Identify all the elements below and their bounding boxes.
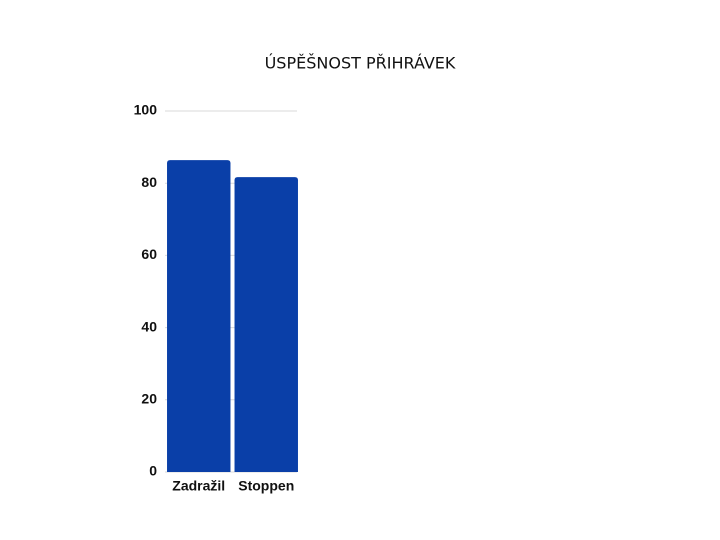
y-tick-label: 40 — [141, 318, 157, 334]
y-tick-label: 100 — [134, 102, 158, 118]
chart-title: ÚSPĚŠNOST PŘIHRÁVEK — [265, 54, 456, 73]
x-tick-label: Stoppen — [238, 478, 294, 494]
y-tick-label: 80 — [141, 174, 157, 190]
y-tick-label: 20 — [141, 391, 157, 407]
bar — [234, 177, 298, 473]
x-tick-label: Zadražil — [172, 478, 225, 494]
bar — [167, 160, 231, 472]
y-tick-label: 60 — [141, 246, 157, 262]
y-tick-label: 0 — [149, 463, 157, 479]
